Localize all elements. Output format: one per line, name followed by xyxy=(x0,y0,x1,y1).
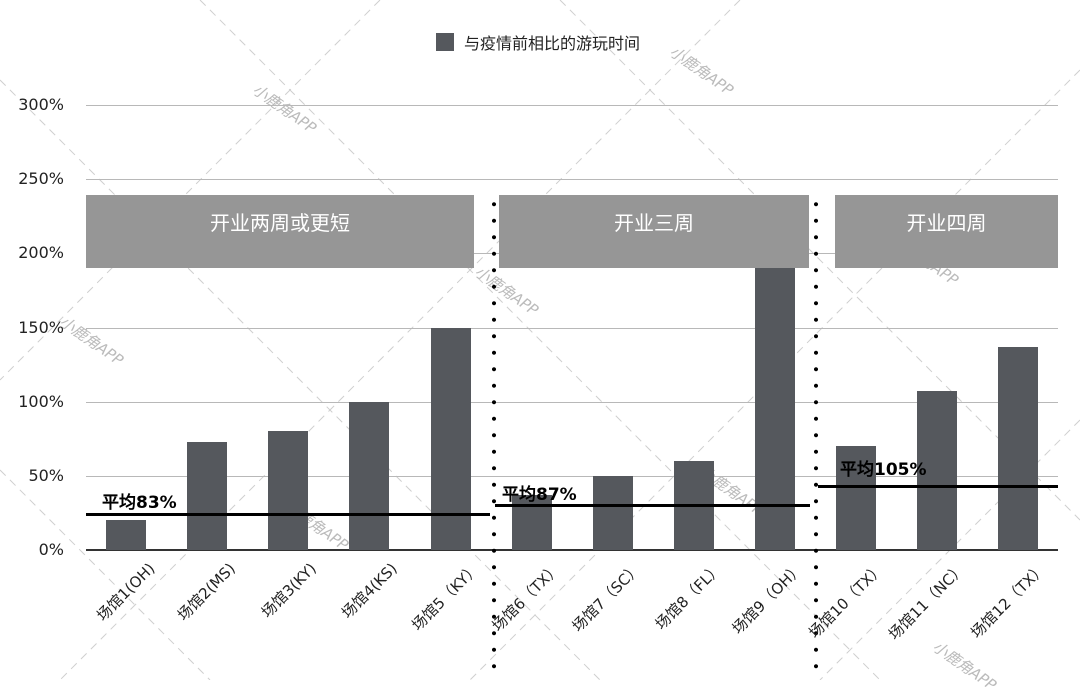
y-tick-label: 50% xyxy=(28,465,64,485)
gridline xyxy=(86,179,1058,181)
x-axis-line xyxy=(86,549,1058,551)
average-label: 平均87% xyxy=(502,485,577,505)
bar xyxy=(349,401,389,550)
y-tick-label: 200% xyxy=(18,243,64,263)
gridline xyxy=(86,327,1058,329)
bar xyxy=(593,475,633,550)
gridline xyxy=(86,475,1058,477)
group-header: 开业三周 xyxy=(499,195,809,268)
average-line xyxy=(818,485,1058,488)
y-tick-label: 100% xyxy=(18,391,64,411)
legend-swatch xyxy=(436,33,454,51)
bar xyxy=(836,446,876,550)
bar xyxy=(106,520,146,550)
y-tick-label: 0% xyxy=(38,540,64,559)
group-header: 开业两周或更短 xyxy=(86,195,474,268)
bar xyxy=(187,441,227,550)
y-tick-label: 150% xyxy=(18,317,64,337)
bar xyxy=(268,431,308,550)
group-separator xyxy=(492,196,496,680)
legend-label: 与疫情前相比的游玩时间 xyxy=(464,34,641,53)
average-label: 平均105% xyxy=(840,460,927,480)
bar xyxy=(755,268,795,550)
y-tick-label: 250% xyxy=(18,169,64,189)
average-line xyxy=(86,513,490,516)
bar xyxy=(431,327,471,550)
average-label: 平均83% xyxy=(102,493,177,513)
average-line xyxy=(495,504,810,507)
gridline xyxy=(86,105,1058,106)
group-separator xyxy=(814,196,818,680)
gridline xyxy=(86,401,1058,403)
bar xyxy=(998,346,1038,550)
y-tick-label: 300% xyxy=(18,95,64,114)
bar xyxy=(917,391,957,550)
group-header: 开业四周 xyxy=(835,195,1058,268)
legend: 与疫情前相比的游玩时间 xyxy=(436,30,640,54)
